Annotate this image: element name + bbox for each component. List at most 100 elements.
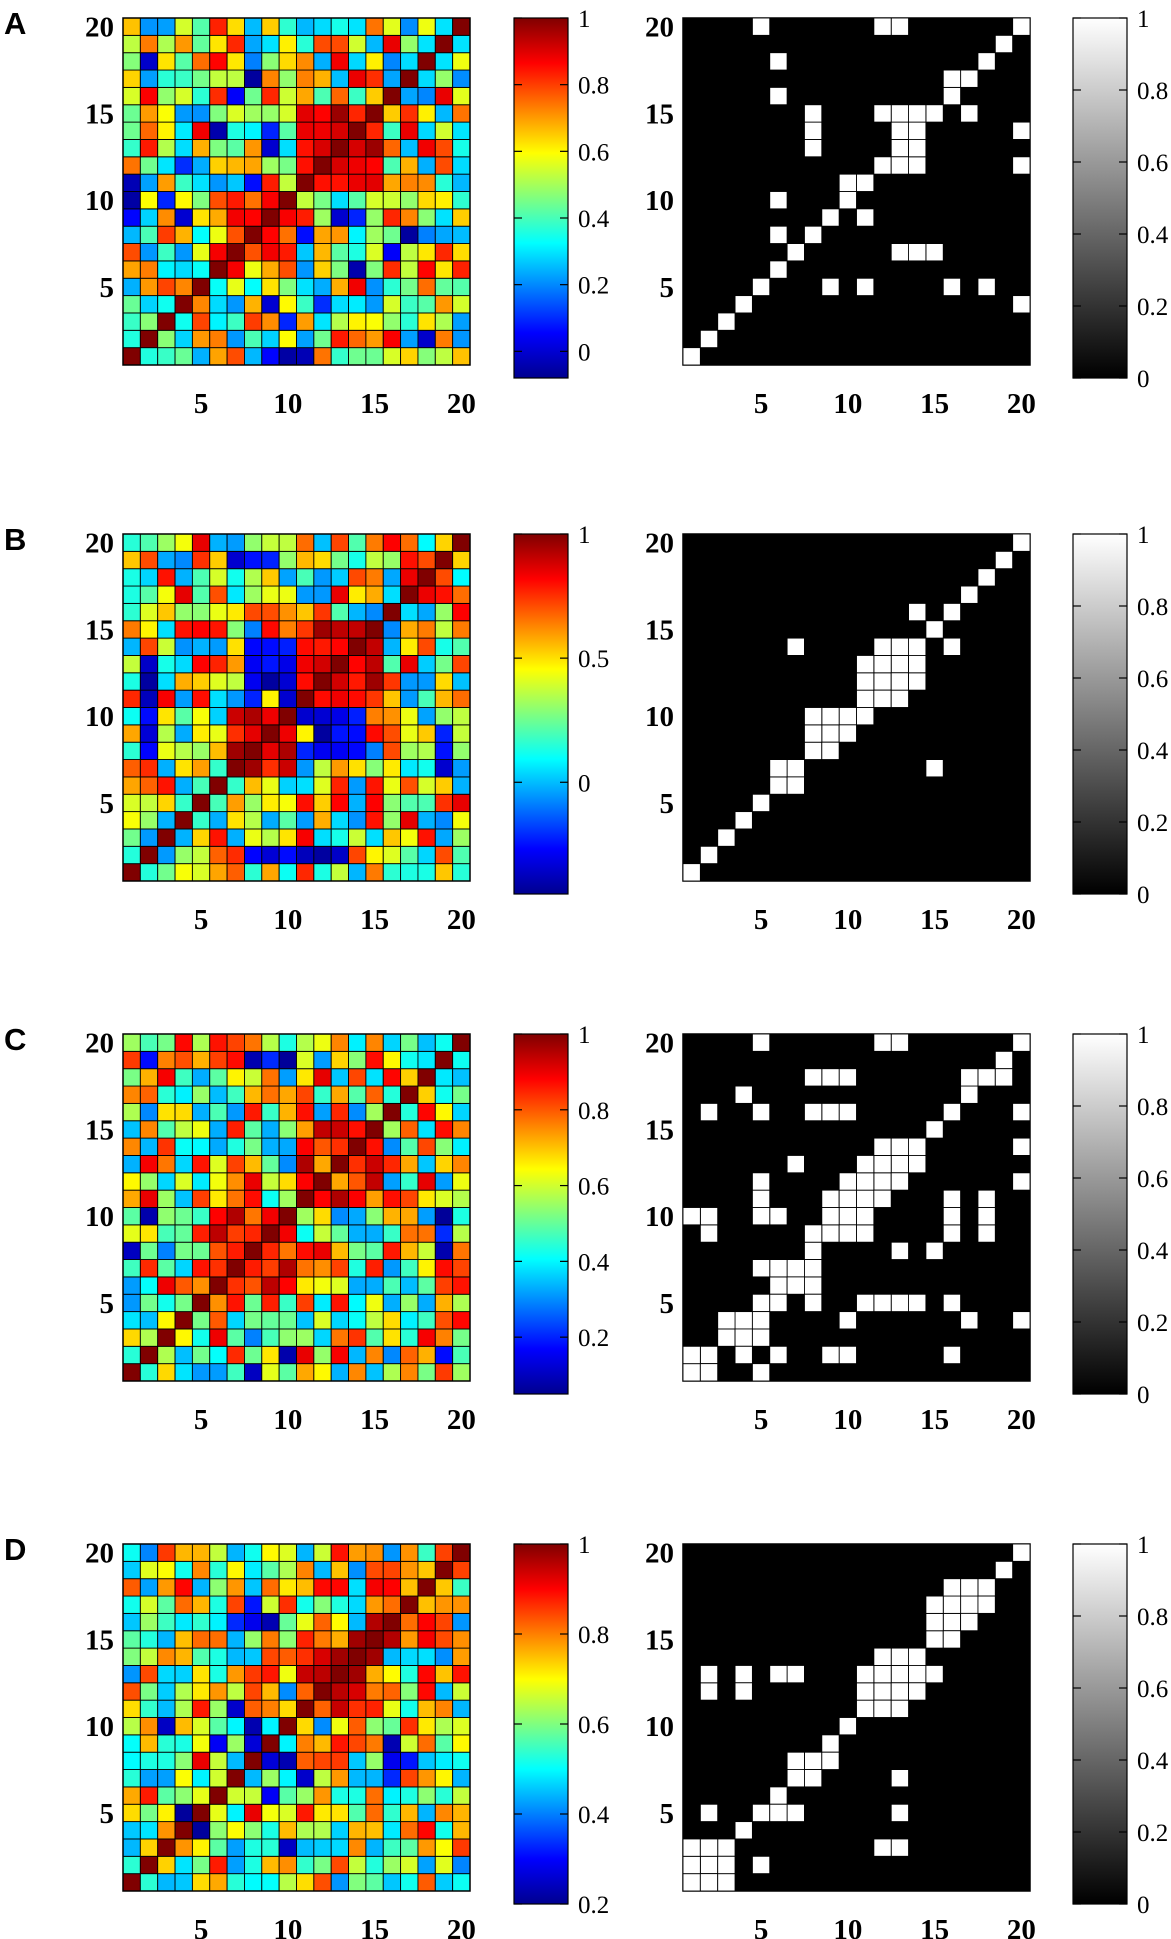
heatmap-cell — [191, 1786, 211, 1805]
heatmap-cell — [365, 568, 384, 587]
heatmap-cell — [313, 104, 332, 123]
binary-cell — [821, 724, 840, 743]
heatmap-cell — [382, 1172, 402, 1191]
heatmap-cell — [243, 707, 263, 726]
heatmap-cell — [139, 1560, 159, 1580]
heatmap-cell — [261, 1734, 280, 1753]
heatmap-cell — [122, 1102, 141, 1122]
heatmap-cell — [191, 689, 211, 708]
heatmap-cell — [348, 225, 367, 244]
heatmap-cell — [434, 1293, 454, 1313]
heatmap-cell — [191, 707, 211, 726]
heatmap-cell — [348, 52, 367, 71]
heatmap-cell — [313, 1612, 332, 1632]
heatmap-cell — [382, 724, 402, 743]
x-tick-label: 20 — [1007, 1404, 1036, 1436]
colorbar-tick-label: 1 — [578, 1022, 591, 1049]
heatmap-cell — [209, 1085, 228, 1104]
heatmap-cell — [400, 1311, 419, 1330]
heatmap-cell — [348, 34, 367, 54]
binary-cell — [751, 1102, 771, 1122]
heatmap-cell — [243, 1717, 263, 1736]
y-tick-label: 5 — [100, 788, 115, 820]
heatmap-cell — [365, 295, 384, 314]
colorbar-tick-label: 0.8 — [1137, 1094, 1168, 1121]
heatmap-cell — [209, 828, 228, 847]
heatmap-frame — [122, 1033, 471, 1382]
heatmap-cell — [330, 776, 350, 795]
heatmap-cell — [157, 707, 176, 726]
heatmap-cell — [452, 1276, 471, 1295]
heatmap-cell — [400, 1276, 419, 1295]
binary-cell — [873, 1647, 892, 1666]
heatmap-cell — [417, 863, 436, 882]
heatmap-cell — [452, 312, 471, 331]
heatmap-cell — [278, 637, 297, 656]
correlation-heatmap — [122, 17, 471, 366]
heatmap-cell — [417, 828, 436, 847]
heatmap-cell — [382, 1363, 402, 1382]
heatmap-cell — [417, 811, 436, 830]
heatmap-cell — [400, 277, 419, 297]
heatmap-cell — [348, 1734, 367, 1753]
binary-cell — [873, 672, 892, 691]
heatmap-cell — [382, 1717, 402, 1736]
binary-cell — [960, 585, 979, 604]
heatmap-cell — [139, 1137, 159, 1156]
heatmap-cell — [348, 243, 367, 262]
heatmap-cell — [139, 1595, 159, 1614]
heatmap-cell — [139, 121, 159, 140]
binary-cell — [856, 1189, 875, 1208]
heatmap-cell — [400, 1543, 419, 1562]
heatmap-cell — [139, 741, 159, 761]
heatmap-cell — [261, 741, 280, 761]
heatmap-cell — [139, 104, 159, 123]
heatmap-cell — [209, 1682, 228, 1701]
heatmap-cell — [330, 260, 350, 279]
heatmap-cell — [330, 1259, 350, 1278]
heatmap-cell — [417, 225, 436, 244]
heatmap-cell — [139, 602, 159, 622]
heatmap-cell — [174, 1734, 193, 1753]
heatmap-cell — [226, 1137, 245, 1156]
binary-cell — [1012, 1033, 1031, 1052]
heatmap-cell — [174, 1682, 193, 1701]
heatmap-cell — [174, 620, 193, 639]
heatmap-cell — [191, 1120, 211, 1139]
heatmap-cell — [365, 1363, 384, 1382]
heatmap-cell — [434, 347, 454, 366]
colorbar — [1072, 1543, 1128, 1905]
heatmap-cell — [365, 741, 384, 761]
colorbar-tick-label: 0.4 — [1137, 1238, 1169, 1265]
colorbar — [513, 1033, 569, 1395]
y-tick-label: 10 — [85, 1201, 114, 1233]
binary-cell — [908, 104, 927, 123]
binary-cell — [769, 1207, 788, 1226]
heatmap-cell — [313, 1855, 332, 1875]
binary-cell — [856, 707, 875, 726]
heatmap-frame — [122, 533, 471, 882]
heatmap-cell — [209, 1224, 228, 1243]
heatmap-cell — [365, 1154, 384, 1174]
heatmap-cell — [365, 243, 384, 262]
heatmap-cell — [243, 1855, 263, 1875]
colorbar-tick-label: 1 — [1137, 522, 1150, 549]
heatmap-cell — [261, 759, 280, 778]
heatmap-cell — [174, 1612, 193, 1632]
heatmap-cell — [365, 34, 384, 54]
heatmap-cell — [278, 1595, 297, 1614]
heatmap-cell — [243, 845, 263, 865]
heatmap-cell — [209, 208, 228, 227]
heatmap-cell — [174, 689, 193, 708]
heatmap-cell — [122, 568, 141, 587]
heatmap-cell — [365, 1033, 384, 1052]
heatmap-cell — [174, 1172, 193, 1191]
heatmap-cell — [452, 845, 471, 865]
heatmap-cell — [261, 1102, 280, 1122]
heatmap-cell — [400, 86, 419, 106]
heatmap-cell — [122, 1224, 141, 1243]
heatmap-cell — [122, 1751, 141, 1770]
heatmap-cell — [348, 1578, 367, 1597]
heatmap-cell — [400, 347, 419, 366]
heatmap-cell — [434, 208, 454, 227]
